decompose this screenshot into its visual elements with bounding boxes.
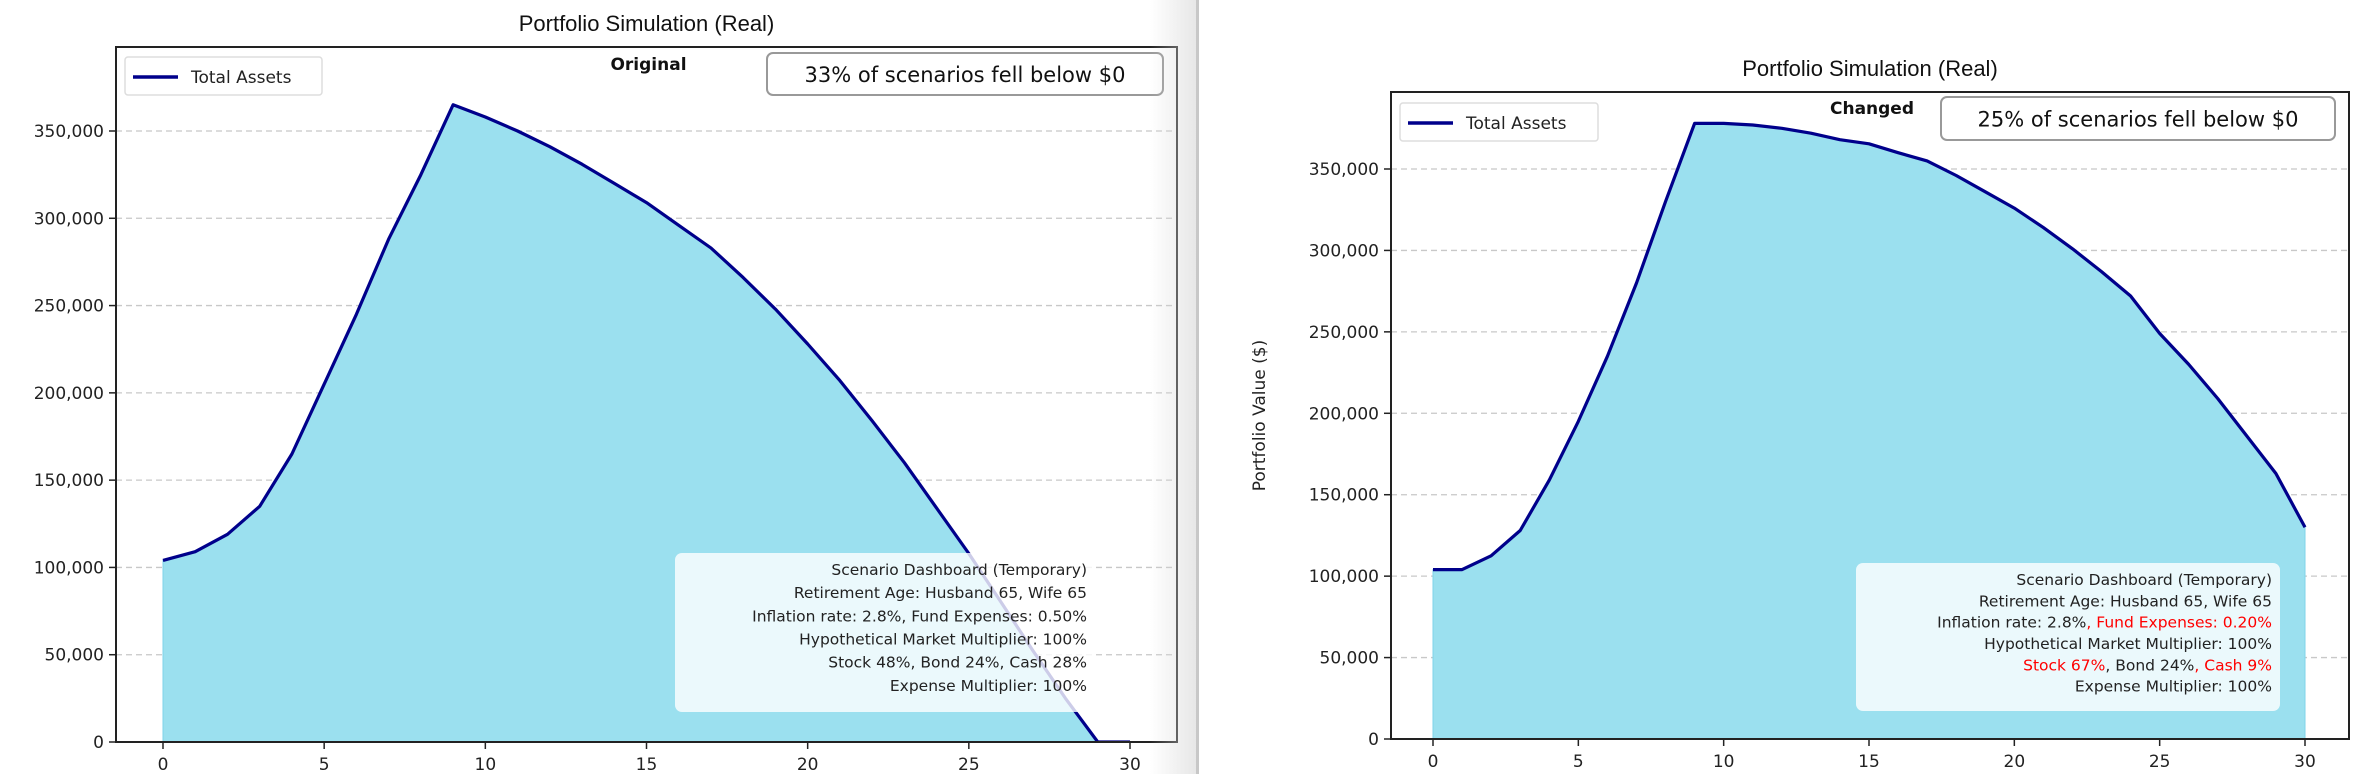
x-tick-label: 5: [1573, 752, 1584, 772]
dashboard-segment: Retirement Age: Husband 65, Wife 65: [794, 584, 1087, 602]
y-tick-label: 250,000: [34, 297, 104, 317]
dashboard-segment: Stock 48%, Bond 24%, Cash 28%: [828, 654, 1087, 672]
legend-box: [124, 56, 323, 96]
x-tick-label: 15: [636, 755, 658, 774]
x-tick-label: 25: [2149, 752, 2171, 772]
dashboard-segment: Expense Multiplier: 100%: [890, 677, 1087, 695]
dashboard-segment: Scenario Dashboard (Temporary): [2016, 571, 2272, 589]
legend-label: Total Assets: [1465, 114, 1567, 134]
y-tick-label: 300,000: [34, 209, 104, 229]
y-tick-label: 350,000: [1309, 160, 1379, 180]
y-tick-label: 0: [93, 733, 104, 753]
dashboard-segment: Inflation rate: 2.8%, Fund Expenses: 0.5…: [752, 607, 1087, 625]
dashboard-line: Inflation rate: 2.8%, Fund Expenses: 0.5…: [752, 607, 1087, 625]
y-axis-label: Portfolio Value ($): [1250, 340, 1270, 492]
dashboard-line: Scenario Dashboard (Temporary): [831, 561, 1087, 579]
y-tick-label: 250,000: [1309, 323, 1379, 343]
y-tick-label: 0: [1368, 730, 1379, 750]
legend-label: Total Assets: [190, 68, 292, 88]
dashboard-segment: Hypothetical Market Multiplier: 100%: [1984, 635, 2272, 653]
x-tick-label: 0: [158, 755, 169, 774]
legend: Total Assets: [124, 56, 323, 96]
x-tick-label: 10: [1713, 752, 1735, 772]
window-edge-shadow: [1150, 0, 1196, 774]
y-tick-label: 150,000: [34, 471, 104, 491]
dashboard-segment: Stock 67%: [2023, 656, 2105, 674]
x-tick-label: 5: [319, 755, 330, 774]
y-tick-label: 100,000: [34, 558, 104, 578]
y-tick-label: 200,000: [1309, 404, 1379, 424]
chart-panel-changed: 0 50,000 100,000 150,000 200,000 250,000 300,0…: [1250, 56, 2350, 772]
window-divider: [1196, 0, 1199, 774]
x-tick-label: 0: [1428, 752, 1439, 772]
y-tick-label: 50,000: [1320, 649, 1379, 669]
dashboard-segment: , Fund Expenses: 0.20%: [2086, 614, 2272, 632]
y-tick-label: 50,000: [45, 646, 104, 666]
dashboard-segment: Expense Multiplier: 100%: [2075, 678, 2272, 696]
x-tick-label: 20: [2004, 752, 2026, 772]
x-tick-label: 10: [475, 755, 497, 774]
scenario-failure-text: 25% of scenarios fell below $0: [1978, 108, 2299, 132]
dashboard-segment: Scenario Dashboard (Temporary): [831, 561, 1087, 579]
x-tick-label: 30: [2294, 752, 2316, 772]
legend: Total Assets: [1399, 102, 1599, 142]
dashboard-line: Retirement Age: Husband 65, Wife 65: [1979, 592, 2272, 610]
dashboard-line: Stock 48%, Bond 24%, Cash 28%: [828, 654, 1087, 672]
chart-panel-original: 0 50,000 100,000 150,000 200,000 250,000 300,0…: [34, 11, 1178, 774]
dashboard-segment: , Cash 9%: [2194, 656, 2272, 674]
chart-subtitle: Original: [610, 55, 686, 75]
scenario-failure-box: [1940, 96, 2336, 141]
axes-frame: [1390, 91, 2350, 740]
dashboard-line: Hypothetical Market Multiplier: 100%: [1984, 635, 2272, 653]
chart-title: Portfolio Simulation (Real): [519, 11, 775, 36]
scenario-failure-text: 33% of scenarios fell below $0: [805, 63, 1126, 87]
chart-title: Portfolio Simulation (Real): [1742, 56, 1998, 81]
dashboard-segment: Hypothetical Market Multiplier: 100%: [799, 631, 1087, 649]
y-tick-label: 200,000: [34, 384, 104, 404]
x-tick-label: 30: [1119, 755, 1141, 774]
dashboard-line: Scenario Dashboard (Temporary): [2016, 571, 2272, 589]
dashboard-segment: , Bond 24%: [2105, 656, 2194, 674]
scenario-dashboard-box: [1856, 563, 2280, 711]
dashboard-line: Expense Multiplier: 100%: [2075, 678, 2272, 696]
x-tick-label: 15: [1858, 752, 1880, 772]
x-tick-label: 20: [797, 755, 819, 774]
y-tick-label: 100,000: [1309, 567, 1379, 587]
dashboard-line: Inflation rate: 2.8%, Fund Expenses: 0.2…: [1937, 614, 2272, 632]
x-tick-label: 25: [958, 755, 980, 774]
dashboard-line: Expense Multiplier: 100%: [890, 677, 1087, 695]
dashboard-line: Stock 67%, Bond 24%, Cash 9%: [2023, 656, 2272, 674]
y-tick-label: 150,000: [1309, 486, 1379, 506]
legend-box: [1399, 102, 1599, 142]
dashboard-line: Hypothetical Market Multiplier: 100%: [799, 631, 1087, 649]
dashboard-line: Retirement Age: Husband 65, Wife 65: [794, 584, 1087, 602]
y-tick-label: 350,000: [34, 122, 104, 142]
dashboard-segment: Retirement Age: Husband 65, Wife 65: [1979, 592, 2272, 610]
y-tick-label: 300,000: [1309, 241, 1379, 261]
scenario-dashboard-box: [675, 553, 1095, 712]
dashboard-segment: Inflation rate: 2.8%: [1937, 614, 2086, 632]
chart-subtitle: Changed: [1830, 99, 1914, 119]
